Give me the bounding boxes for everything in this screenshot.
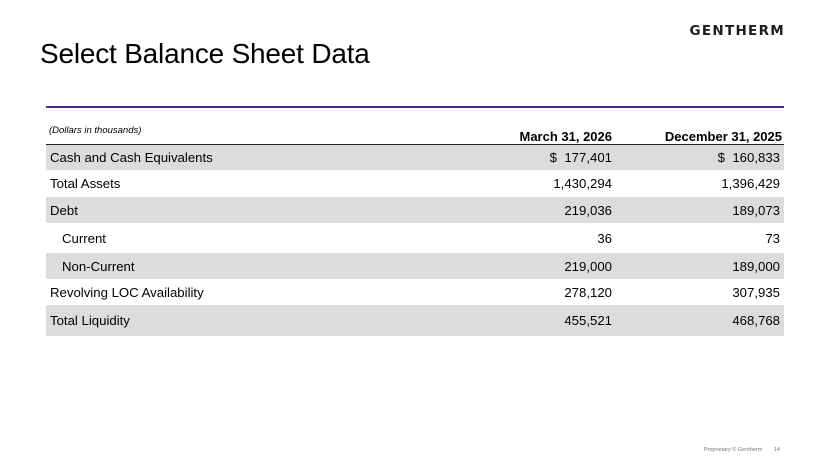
row-value-march: $ 177,401: [549, 150, 612, 165]
table-row-current: Current 36 73: [46, 223, 784, 253]
balance-sheet-table: (Dollars in thousands) March 31, 2026 De…: [46, 120, 784, 336]
row-value-march: 455,521: [564, 313, 612, 328]
row-value-march: 219,000: [564, 258, 612, 274]
row-value-december: 189,000: [732, 258, 780, 274]
row-label: Cash and Cash Equivalents: [50, 150, 213, 165]
column-header-december-2025: December 31, 2025: [664, 129, 782, 144]
column-header-march-2026: March 31, 2026: [519, 129, 612, 144]
row-value-december: $ 160,833: [717, 150, 780, 165]
row-value-december: 468,768: [732, 313, 780, 328]
row-label: Revolving LOC Availability: [50, 284, 204, 300]
row-value-december: 1,396,429: [721, 176, 780, 191]
table-header: (Dollars in thousands) March 31, 2026 De…: [46, 120, 784, 145]
row-value-march: 36: [597, 230, 612, 246]
table-row-total-assets: Total Assets 1,430,294 1,396,429: [46, 170, 784, 197]
title-divider: [46, 106, 784, 108]
row-label: Current: [62, 230, 106, 246]
table-row-cash: Cash and Cash Equivalents $ 177,401 $ 16…: [46, 145, 784, 170]
row-value-december: 307,935: [732, 284, 780, 300]
row-value-december: 73: [765, 230, 780, 246]
footer-proprietary-text: Proprietary © Gentherm: [703, 447, 763, 453]
row-value-december: 189,073: [732, 202, 780, 218]
row-label: Debt: [50, 202, 78, 218]
table-row-debt: Debt 219,036 189,073: [46, 197, 784, 223]
row-value-march: 219,036: [564, 202, 612, 218]
page-number: 14: [773, 447, 780, 453]
page-title: Select Balance Sheet Data: [40, 38, 370, 69]
table-row-non-current: Non-Current 219,000 189,000: [46, 253, 784, 279]
table-row-revolving-loc: Revolving LOC Availability 278,120 307,9…: [46, 279, 784, 305]
gentherm-logo: GENTHERM: [689, 23, 785, 39]
row-value-march: 278,120: [564, 284, 612, 300]
row-label: Non-Current: [62, 258, 135, 274]
units-note: (Dollars in thousands): [49, 125, 142, 136]
row-label: Total Liquidity: [50, 313, 130, 328]
table-row-total-liquidity: Total Liquidity 455,521 468,768: [46, 305, 784, 336]
row-value-march: 1,430,294: [553, 176, 612, 191]
row-label: Total Assets: [50, 176, 121, 191]
footer: Proprietary © Gentherm 14: [704, 447, 780, 453]
